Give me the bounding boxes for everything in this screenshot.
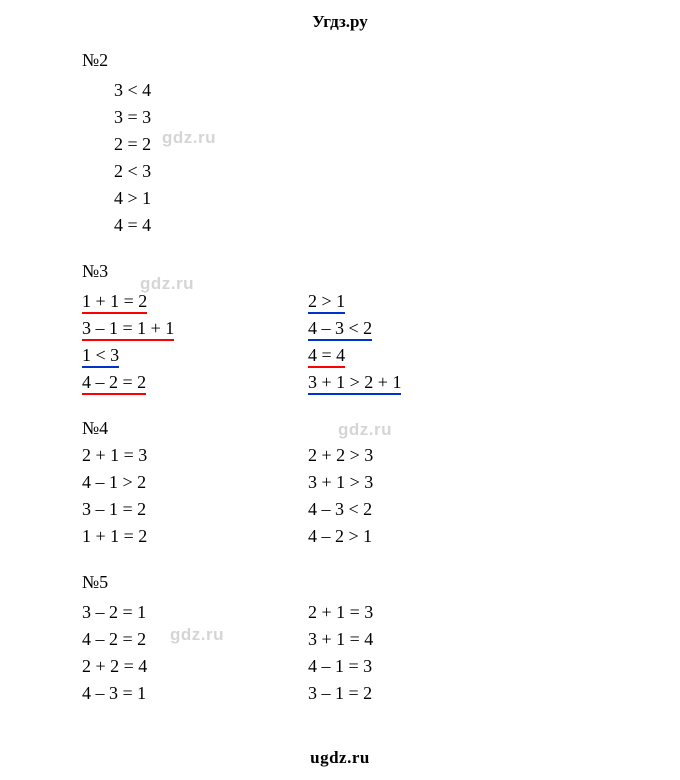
eq-line: 2 + 1 = 3: [82, 442, 308, 469]
eq-text: 4 = 4: [308, 342, 345, 369]
watermark: gdz.ru: [338, 420, 392, 440]
eq-line: 4 – 1 = 3: [308, 653, 534, 680]
eq-text: 3 + 1 > 2 + 1: [308, 369, 401, 396]
section-3-col-b: 2 > 1 4 – 3 < 2 4 = 4 3 + 1 > 2 + 1: [308, 288, 534, 396]
section-4-cols: 2 + 1 = 3 4 – 1 > 2 3 – 1 = 2 1 + 1 = 2 …: [82, 442, 680, 550]
eq-text: 1 < 3: [82, 342, 119, 369]
eq-line: 1 + 1 = 2: [82, 288, 308, 315]
section-3: №3 gdz.ru 1 + 1 = 2 3 – 1 = 1 + 1 1 < 3 …: [82, 261, 680, 396]
eq-line: 4 – 2 = 2: [82, 369, 308, 396]
section-2: №2 3 < 4 3 = 3 2 = 2 2 < 3 4 > 1 4 = 4 g…: [82, 50, 680, 239]
eq-line: 2 < 3: [114, 158, 680, 185]
eq-text: 3 – 1 = 1 + 1: [82, 315, 174, 342]
section-4-wm-holder: gdz.ru: [308, 418, 534, 440]
eq-line: 3 = 3: [114, 104, 680, 131]
eq-text: 4 – 2 = 2: [82, 369, 146, 396]
section-3-col-a: 1 + 1 = 2 3 – 1 = 1 + 1 1 < 3 4 – 2 = 2: [82, 288, 308, 396]
section-5: №5 3 – 2 = 1 4 – 2 = 2 2 + 2 = 4 4 – 3 =…: [82, 572, 680, 707]
section-4: №4 gdz.ru 2 + 1 = 3 4 – 1 > 2 3 – 1 = 2 …: [82, 418, 680, 550]
eq-line: 3 – 1 = 2: [308, 680, 534, 707]
eq-line: 4 – 1 > 2: [82, 469, 308, 496]
section-4-col-a: 2 + 1 = 3 4 – 1 > 2 3 – 1 = 2 1 + 1 = 2: [82, 442, 308, 550]
eq-line: 4 – 3 = 1: [82, 680, 308, 707]
eq-line: 2 + 1 = 3: [308, 599, 534, 626]
eq-line: 4 > 1: [114, 185, 680, 212]
eq-text: 4 – 3 < 2: [308, 315, 372, 342]
section-2-num: №2: [82, 50, 680, 71]
eq-line: 2 > 1: [308, 288, 534, 315]
eq-line: 2 + 2 > 3: [308, 442, 534, 469]
page-header: Угдз.ру: [0, 12, 680, 32]
eq-line: 3 – 1 = 2: [82, 496, 308, 523]
eq-line: 3 + 1 = 4: [308, 626, 534, 653]
eq-line: 4 = 4: [308, 342, 534, 369]
section-5-col-b: 2 + 1 = 3 3 + 1 = 4 4 – 1 = 3 3 – 1 = 2: [308, 599, 534, 707]
section-3-num: №3 gdz.ru: [82, 261, 680, 282]
eq-line: 3 – 1 = 1 + 1: [82, 315, 308, 342]
eq-line: 2 = 2: [114, 131, 680, 158]
section-4-header-row: №4 gdz.ru: [82, 418, 680, 440]
section-4-col-b: 2 + 2 > 3 3 + 1 > 3 4 – 3 < 2 4 – 2 > 1: [308, 442, 534, 550]
eq-text: 2 > 1: [308, 288, 345, 315]
section-5-cols: 3 – 2 = 1 4 – 2 = 2 2 + 2 = 4 4 – 3 = 1 …: [82, 599, 680, 707]
section-5-col-a: 3 – 2 = 1 4 – 2 = 2 2 + 2 = 4 4 – 3 = 1 …: [82, 599, 308, 707]
eq-line: 4 – 3 < 2: [308, 496, 534, 523]
eq-line: 4 – 2 > 1: [308, 523, 534, 550]
section-4-num: №4: [82, 418, 308, 439]
eq-line: 4 – 3 < 2: [308, 315, 534, 342]
eq-line: 3 + 1 > 2 + 1: [308, 369, 534, 396]
eq-line: 3 – 2 = 1: [82, 599, 308, 626]
section-3-num-text: №3: [82, 261, 108, 281]
page-footer: ugdz.ru: [0, 748, 680, 768]
eq-line: 2 + 2 = 4: [82, 653, 308, 680]
section-5-num: №5: [82, 572, 680, 593]
eq-line: 1 + 1 = 2: [82, 523, 308, 550]
eq-line: 4 = 4: [114, 212, 680, 239]
eq-line: 3 < 4: [114, 77, 680, 104]
eq-text: 1 + 1 = 2: [82, 288, 147, 315]
section-2-rows: 3 < 4 3 = 3 2 = 2 2 < 3 4 > 1 4 = 4 gdz.…: [114, 77, 680, 239]
eq-line: 3 + 1 > 3: [308, 469, 534, 496]
eq-line: 4 – 2 = 2: [82, 626, 308, 653]
eq-line: 1 < 3: [82, 342, 308, 369]
section-3-cols: 1 + 1 = 2 3 – 1 = 1 + 1 1 < 3 4 – 2 = 2 …: [82, 288, 680, 396]
